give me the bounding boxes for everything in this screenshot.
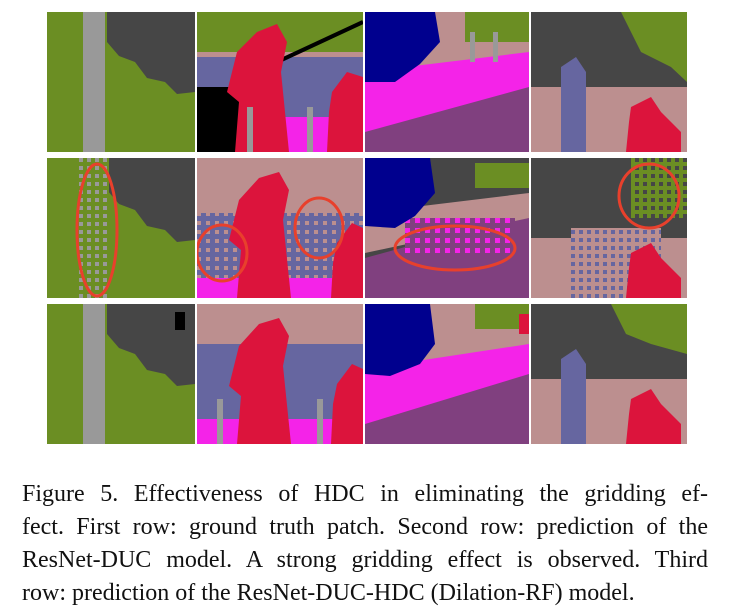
caption-line-1: Figure 5. Effectiveness of HDC in elimin… <box>22 481 708 507</box>
caption-line-3: ResNet-DUC model. A strong gridding effe… <box>22 547 708 573</box>
panel-r2-c2 <box>197 158 363 298</box>
panel-r1-c4 <box>531 12 687 152</box>
segmentation-figure <box>47 12 687 444</box>
panel-r3-c3 <box>365 304 529 444</box>
panel-r2-c3 <box>365 158 529 298</box>
panel-r3-c2 <box>197 304 363 444</box>
figure-caption: Figure 5. Effectiveness of HDC in elimin… <box>22 478 708 610</box>
panel-r2-c1 <box>47 158 195 298</box>
panel-r1-c2 <box>197 12 363 152</box>
caption-line-4: row: prediction of the ResNet-DUC-HDC (D… <box>22 580 635 606</box>
caption-line-2: fect. First row: ground truth patch. Sec… <box>22 514 708 540</box>
panel-r3-c1 <box>47 304 195 444</box>
panel-r2-c4 <box>531 158 687 298</box>
panel-r1-c3 <box>365 12 529 152</box>
panel-r3-c4 <box>531 304 687 444</box>
panel-r1-c1 <box>47 12 195 152</box>
